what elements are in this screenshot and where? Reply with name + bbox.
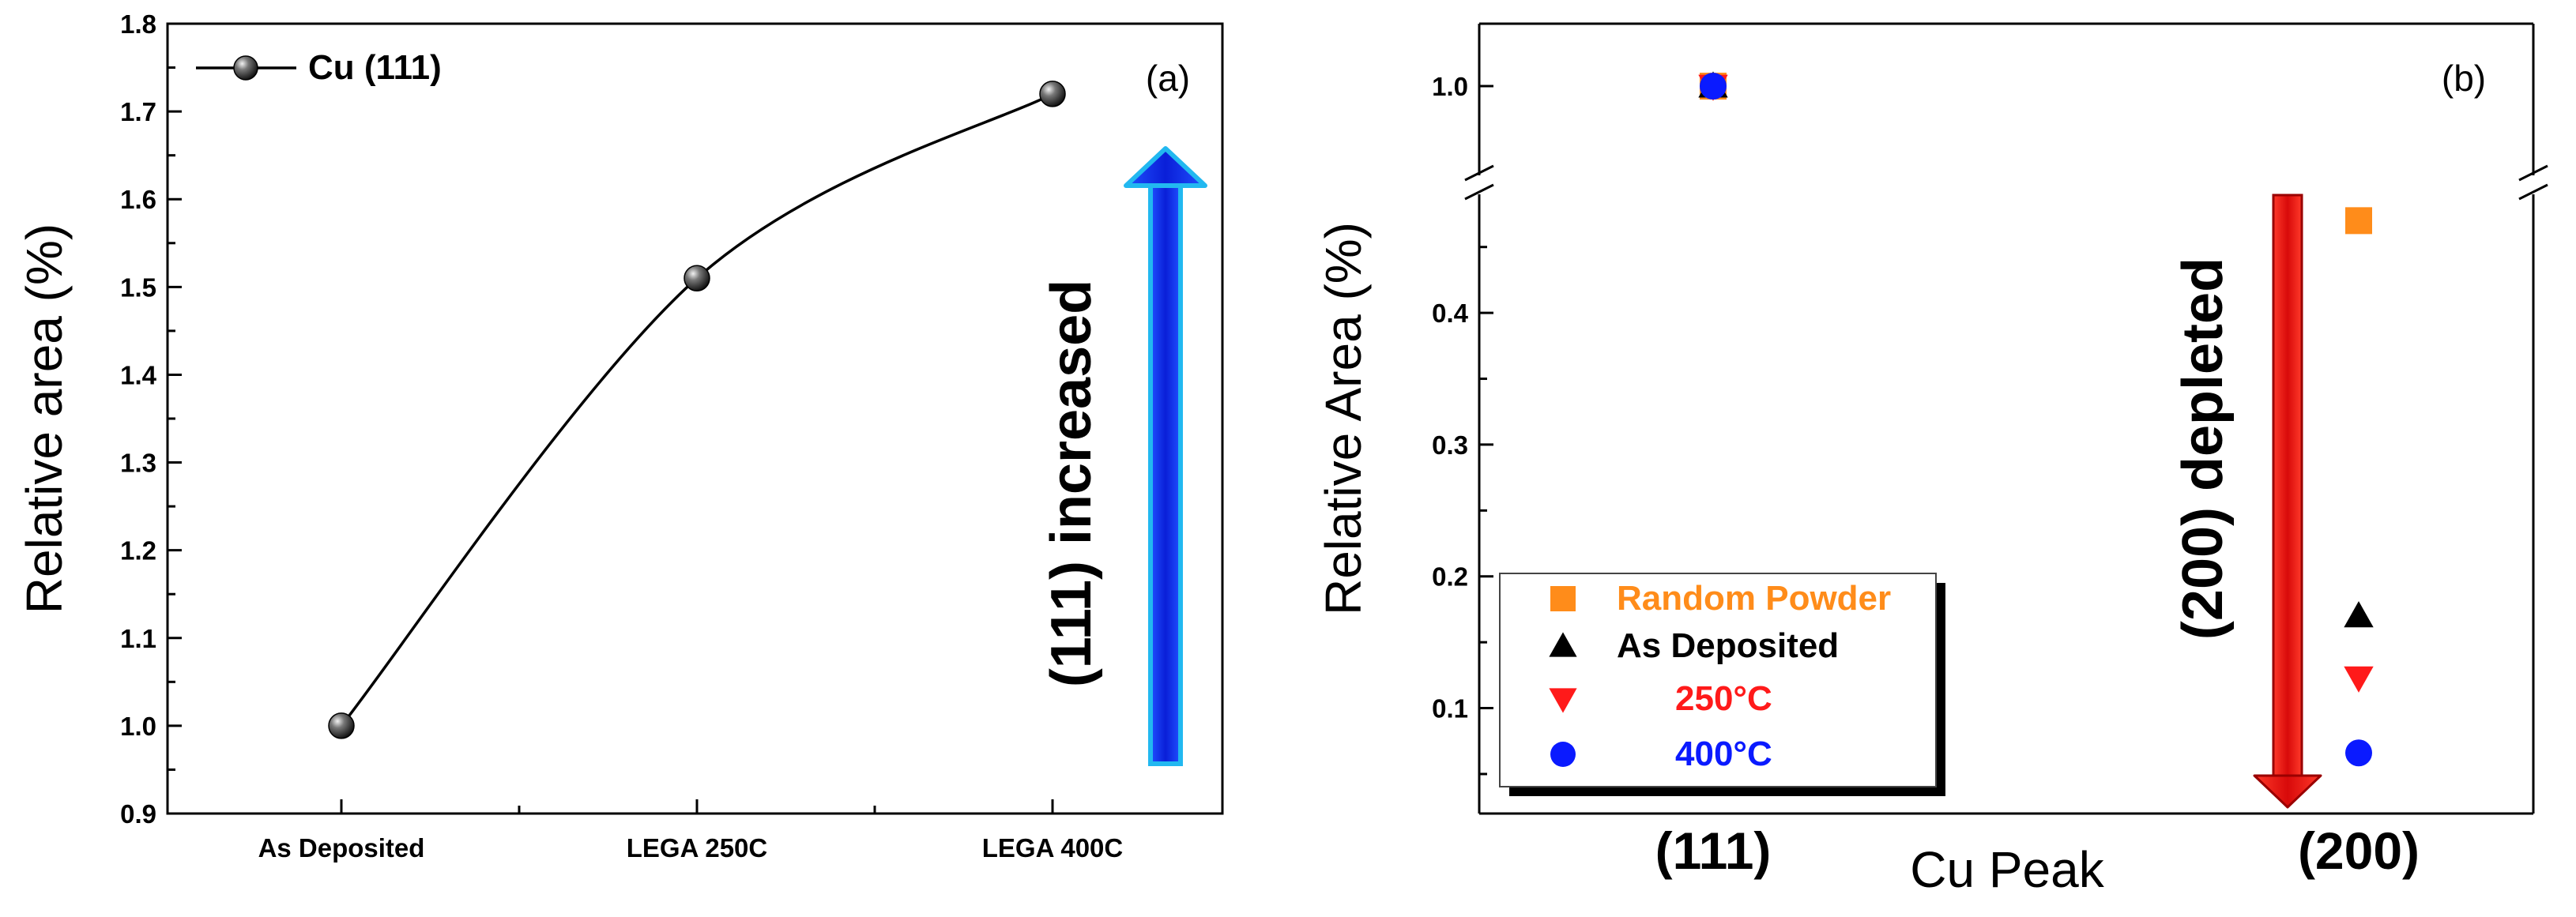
y-tick-label: 1.3: [120, 449, 156, 478]
chart-b-axis-break: [1464, 164, 2548, 201]
chart-a-series-line: [340, 92, 1053, 727]
x-tick-label: (200): [2298, 821, 2420, 880]
y-tick-label: 0.3: [1432, 430, 1468, 460]
depletion-arrow-head: [2253, 774, 2322, 809]
legend-entry-label: 250°C: [1675, 679, 1772, 718]
chart-b-y-axis: 0.1 0.2 0.3 0.4 1.0: [1432, 72, 1493, 776]
y-tick-label: 1.6: [120, 185, 156, 214]
x-tick-label: LEGA 250C: [627, 833, 768, 863]
legend-entry-label: Random Powder: [1617, 579, 1891, 618]
legend-marker-circle: [1550, 742, 1576, 767]
y-tick-label: 1.7: [120, 97, 156, 126]
y-tick-label: 1.4: [120, 360, 157, 389]
y-tick-label: 0.4: [1432, 299, 1469, 328]
legend-marker-triangle-up: [1549, 632, 1577, 657]
y-tick-label: 1.2: [120, 536, 156, 566]
data-point-triangle-up: [2344, 601, 2374, 628]
y-tick-label: 1.0: [120, 712, 156, 741]
y-tick-label: 1.0: [1432, 72, 1468, 101]
legend-marker-square: [1550, 586, 1576, 611]
chart-a-series-points: [328, 81, 1066, 739]
y-tick-label: 0.2: [1432, 562, 1468, 592]
y-tick-label: 0.1: [1432, 694, 1468, 723]
chart-b-x-axis: (111) (200): [1655, 821, 2420, 880]
data-point-ball: [1039, 81, 1066, 107]
chart-a-panel-label: (a): [1146, 58, 1190, 99]
legend-entry-label: As Deposited: [1617, 626, 1839, 665]
legend-entry-label: Cu (111): [308, 48, 442, 87]
y-tick-label: 1.8: [120, 9, 156, 39]
y-tick-label: 1.1: [120, 624, 156, 653]
chart-b: 0.1 0.2 0.3 0.4 1.0 (111) (200) (200) deplete…: [1315, 22, 2548, 898]
chart-b-series-points: [1698, 71, 2374, 767]
chart-a-y-label: Relative area (%): [16, 224, 73, 614]
data-point-circle: [2345, 739, 2372, 767]
chart-a-legend: Cu (111): [196, 48, 442, 87]
x-tick-label: As Deposited: [258, 833, 425, 863]
x-tick-label: LEGA 400C: [982, 833, 1124, 863]
increase-arrow-shaft: [1148, 183, 1183, 766]
data-point-square: [2345, 207, 2372, 235]
depletion-arrow-shaft: [2272, 194, 2303, 780]
chart-b-legend: Random Powder As Deposited 250°C 400°C: [1499, 573, 1945, 796]
y-tick-label: 1.5: [120, 272, 156, 302]
x-tick-label: (111): [1655, 821, 1772, 880]
chart-a-y-axis: 0.9 1.0 1.1 1.2 1.3 1.4 1.5 1.6 1.7 1.8: [120, 9, 182, 829]
chart-b-y-label: Relative Area (%): [1315, 222, 1372, 615]
depletion-arrow: [2253, 194, 2322, 809]
data-point-ball: [684, 265, 710, 291]
data-point-circle: [1700, 73, 1727, 100]
increase-annotation: (111) increased: [1040, 280, 1103, 687]
increase-arrow-head: [1124, 146, 1207, 188]
chart-b-panel-label: (b): [2442, 58, 2486, 99]
chart-a-x-axis: As Deposited LEGA 250C LEGA 400C: [258, 799, 1124, 863]
legend-entry-label: 400°C: [1675, 735, 1772, 773]
depletion-annotation: (200) depleted: [2171, 257, 2235, 640]
y-tick-label: 0.9: [120, 799, 156, 829]
increase-arrow: [1124, 146, 1207, 766]
data-point-triangle-down: [2344, 666, 2374, 693]
legend-ball-marker: [233, 55, 258, 81]
chart-a: 0.9 1.0 1.1 1.2 1.3 1.4 1.5 1.6 1.7 1.8 As Deposi…: [16, 9, 1224, 863]
legend-marker-triangle-down: [1549, 688, 1577, 713]
data-point-ball: [328, 712, 355, 739]
chart-b-x-label: Cu Peak: [1910, 841, 2104, 898]
